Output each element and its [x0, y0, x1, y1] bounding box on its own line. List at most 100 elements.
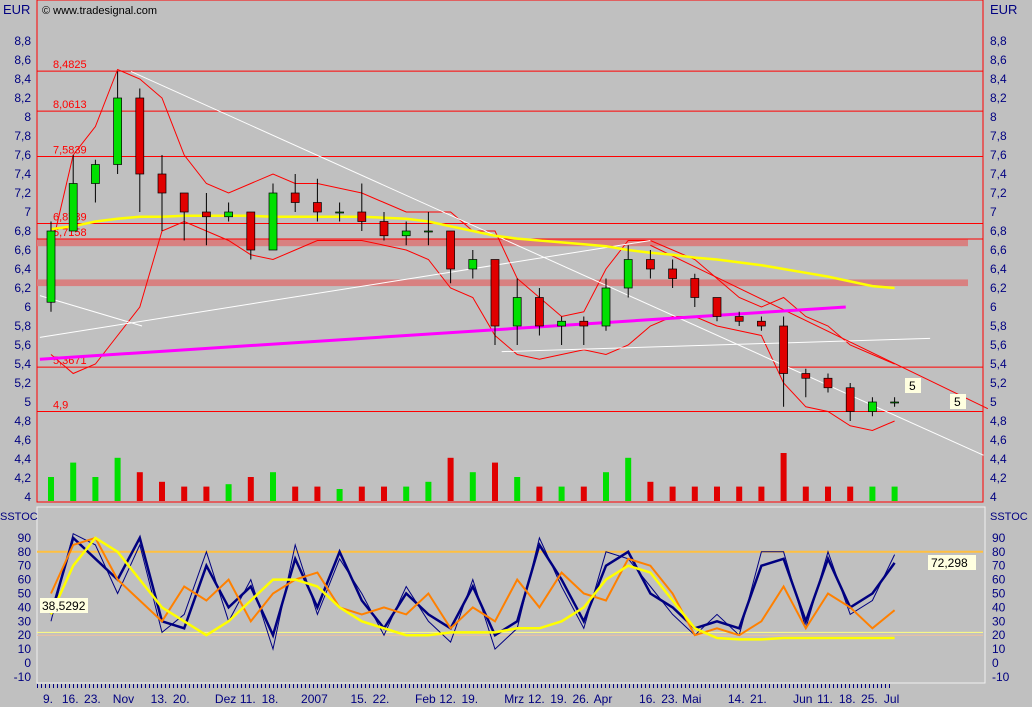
- stoch-tick-left: 60: [18, 573, 32, 587]
- price-tick-right: 6,8: [990, 224, 1007, 238]
- stoch-series-3: [49, 536, 895, 641]
- moving-average-line: [50, 214, 895, 290]
- candle-body: [357, 211, 367, 222]
- volume-bar: [714, 486, 720, 501]
- volume-bar: [469, 472, 476, 501]
- stoch-tick-left: -10: [14, 670, 32, 684]
- candle-body: [734, 316, 744, 322]
- volume-bar: [492, 462, 498, 501]
- copyright-text: © www.tradesignal.com: [42, 5, 157, 17]
- candle-body: [268, 192, 278, 251]
- candle-body: [113, 97, 122, 165]
- price-tick-left: 4,8: [14, 414, 31, 428]
- volume-bar: [358, 486, 365, 501]
- price-tick-left: 8,8: [14, 34, 31, 48]
- price-tick-right: 4,4: [990, 452, 1007, 466]
- candle-body: [623, 259, 633, 289]
- candle-body: [845, 387, 855, 412]
- price-tick-right: 8,8: [990, 34, 1007, 48]
- trendline-1: [39, 240, 651, 338]
- price-tick-right: 4,2: [990, 471, 1007, 485]
- x-tick-label: Jun: [793, 692, 812, 706]
- price-tick-left: 7,2: [14, 186, 31, 200]
- axes: 4 4 4,2 4,2 4,4 4,4 4,6 4,6 4,8 4,8 5 5 5,2 5,2 5,4 5,4…: [14, 34, 1010, 706]
- price-tick-left: 5: [24, 395, 31, 409]
- currency-right-label: EUR: [990, 2, 1017, 17]
- volume-bar: [647, 481, 654, 501]
- volume-bar: [381, 486, 387, 501]
- volume-bar: [70, 462, 77, 501]
- price-tick-right: 8,4: [990, 72, 1007, 86]
- candle-body: [202, 211, 211, 218]
- candle-body: [757, 320, 766, 327]
- volume-bar: [603, 472, 609, 501]
- candle-body: [468, 259, 478, 270]
- price-tick-left: 5,6: [14, 338, 31, 352]
- candle-body: [135, 97, 145, 175]
- candle-body: [779, 325, 788, 374]
- price-tick-right: 5,8: [990, 319, 1007, 333]
- stoch-badge-right: 72,298: [931, 556, 968, 570]
- stoch-series-1: [50, 532, 896, 652]
- price-tick-left: 5,4: [14, 357, 31, 371]
- candle-body: [890, 401, 899, 404]
- volume-bar: [780, 453, 787, 501]
- trendline-2: [39, 295, 143, 327]
- volume-bar: [847, 486, 854, 501]
- x-tick-label: 19.: [550, 692, 567, 706]
- price-tick-right: 7: [990, 205, 997, 219]
- price-tick-left: 8,2: [14, 91, 31, 105]
- price-panel-frame: [36, 0, 984, 503]
- x-tick-label: 23.: [661, 692, 678, 706]
- stoch-tick-left: 40: [18, 600, 32, 614]
- price-tick-left: 6,2: [14, 281, 31, 295]
- stoch-tick-left: 80: [18, 545, 32, 559]
- x-tick-label: 18.: [839, 692, 856, 706]
- candle-body: [512, 297, 522, 327]
- volume-bar: [869, 486, 876, 501]
- x-tick-label: 15.: [350, 692, 367, 706]
- volume-bar: [580, 486, 587, 501]
- candle-body: [646, 259, 655, 270]
- price-tick-right: 5,6: [990, 338, 1007, 352]
- x-tick-label: 13.: [151, 692, 168, 706]
- stoch-badge-right-bg: [928, 555, 976, 570]
- price-tick-right: 7,6: [990, 148, 1007, 162]
- volume-bar: [425, 481, 432, 501]
- stoch-label-right: SSTOC: [990, 511, 1028, 523]
- stoch-tick-right: 20: [992, 628, 1006, 642]
- stoch-tick-right: 60: [992, 573, 1006, 587]
- stoch-tick-left: 30: [18, 614, 32, 628]
- x-tick-label: 12.: [439, 692, 456, 706]
- price-badge-right: 5: [954, 395, 961, 409]
- candle-body: [246, 211, 256, 251]
- volume-bar: [159, 481, 165, 501]
- trendline-3: [501, 337, 931, 353]
- stoch-panel-frame: [36, 506, 986, 684]
- level-label-6: 4,9: [53, 400, 68, 412]
- candle-body: [224, 211, 233, 218]
- price-tick-left: 4,4: [14, 452, 31, 466]
- trendline-5: [39, 305, 846, 361]
- price-tick-left: 7,8: [14, 129, 31, 143]
- x-tick-label: 16.: [639, 692, 656, 706]
- trendline-0: [130, 70, 984, 456]
- volume-bar: [136, 472, 143, 501]
- x-tick-label: Apr: [594, 692, 613, 706]
- x-tick-label: 21.: [750, 692, 767, 706]
- price-tick-right: 5: [990, 395, 997, 409]
- candle-body: [179, 192, 189, 213]
- x-tick-label: Nov: [113, 692, 134, 706]
- level-label-0: 8,4825: [53, 59, 87, 71]
- candle-body: [401, 230, 411, 237]
- volume-bar: [558, 486, 565, 501]
- price-tick-right: 4,8: [990, 414, 1007, 428]
- price-tick-right: 6,6: [990, 243, 1007, 257]
- volume-bar: [270, 472, 276, 501]
- candle-body: [290, 192, 300, 203]
- candle-body: [68, 183, 78, 232]
- x-tick-label: 18.: [262, 692, 279, 706]
- x-tick-label: 11.: [240, 692, 256, 706]
- volume-bar: [92, 477, 99, 501]
